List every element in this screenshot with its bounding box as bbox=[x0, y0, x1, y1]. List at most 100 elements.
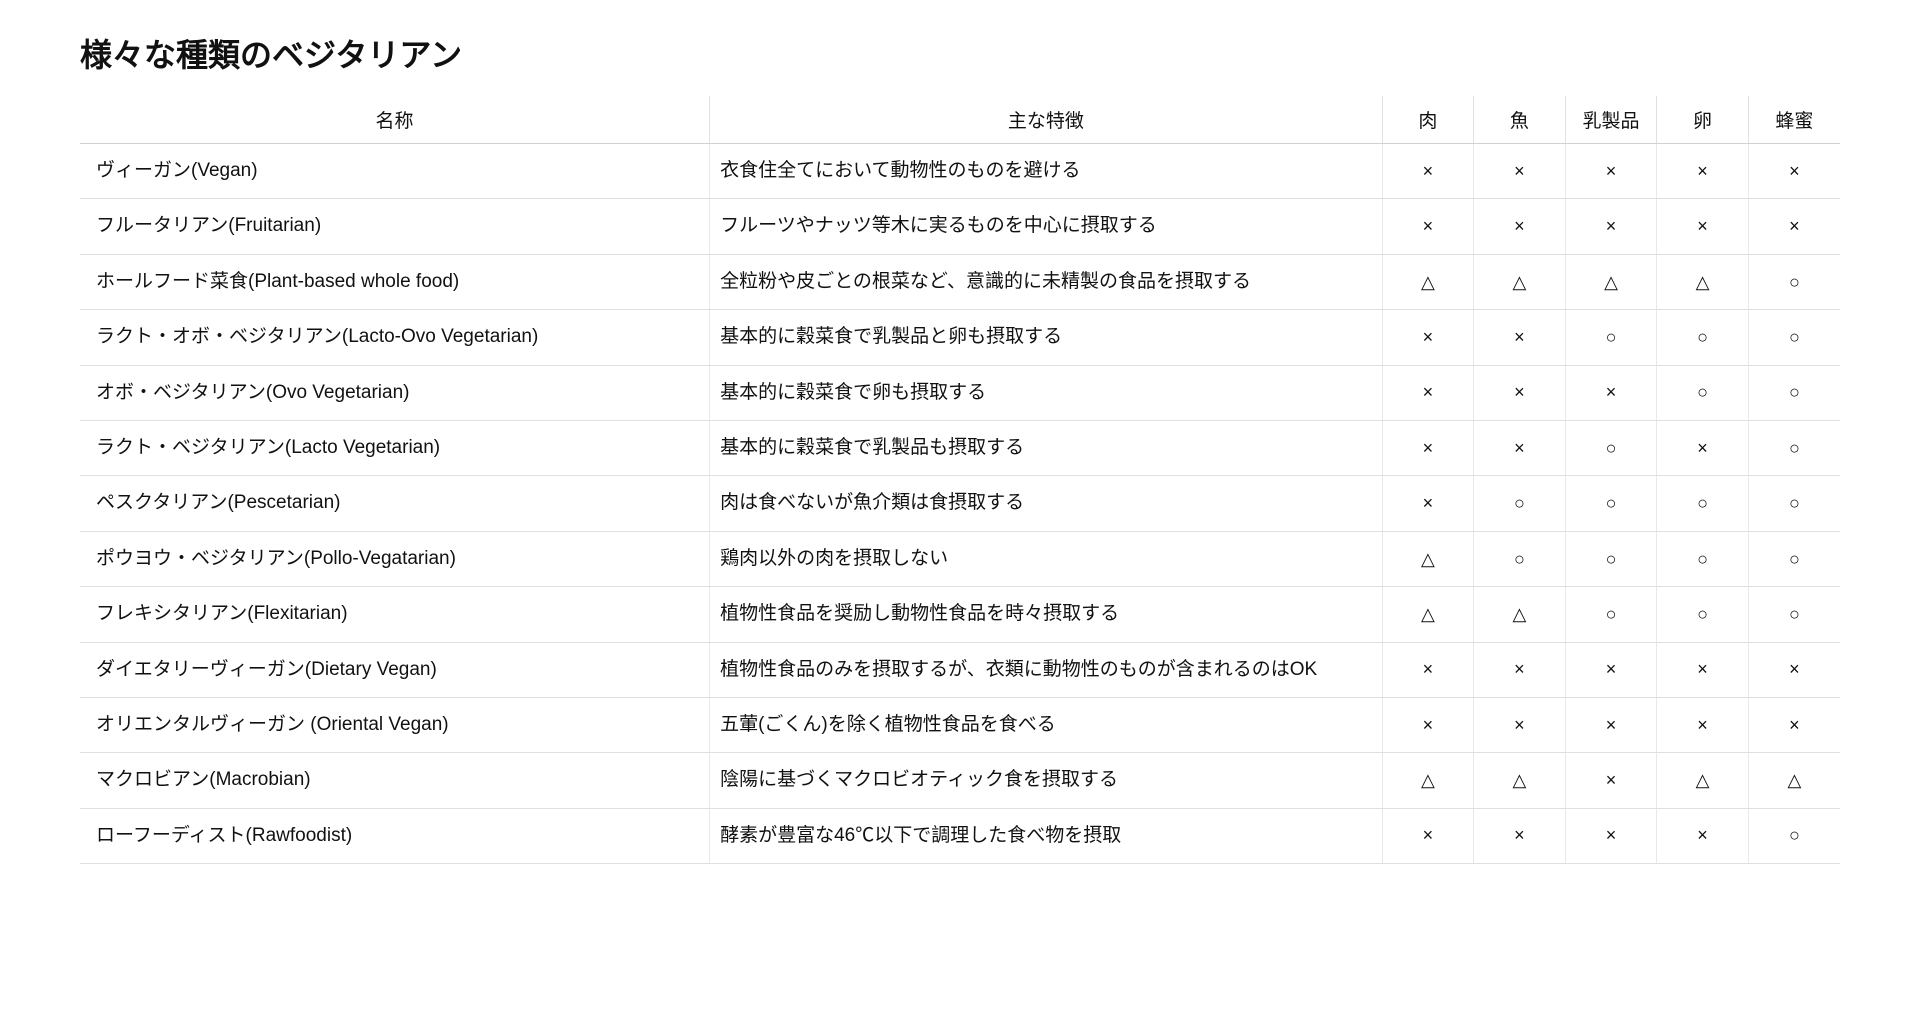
cell-mark: ○ bbox=[1565, 531, 1657, 586]
cell-mark: × bbox=[1474, 199, 1566, 254]
cell-mark: ○ bbox=[1474, 476, 1566, 531]
cell-mark: × bbox=[1382, 310, 1474, 365]
cell-mark: × bbox=[1382, 420, 1474, 475]
col-header-honey: 蜂蜜 bbox=[1748, 96, 1840, 144]
table-row: ポウヨウ・ベジタリアン(Pollo-Vegatarian)鶏肉以外の肉を摂取しな… bbox=[80, 531, 1840, 586]
table-row: オリエンタルヴィーガン (Oriental Vegan)五葷(ごくん)を除く植物… bbox=[80, 697, 1840, 752]
cell-mark: × bbox=[1382, 697, 1474, 752]
col-header-dairy: 乳製品 bbox=[1565, 96, 1657, 144]
cell-mark: △ bbox=[1474, 254, 1566, 309]
cell-mark: × bbox=[1657, 642, 1749, 697]
cell-mark: × bbox=[1748, 199, 1840, 254]
cell-mark: × bbox=[1474, 310, 1566, 365]
cell-mark: × bbox=[1382, 476, 1474, 531]
col-header-egg: 卵 bbox=[1657, 96, 1749, 144]
cell-name: オボ・ベジタリアン(Ovo Vegetarian) bbox=[80, 365, 710, 420]
cell-mark: ○ bbox=[1474, 531, 1566, 586]
cell-mark: ○ bbox=[1748, 587, 1840, 642]
cell-mark: × bbox=[1565, 697, 1657, 752]
cell-name: フレキシタリアン(Flexitarian) bbox=[80, 587, 710, 642]
cell-mark: △ bbox=[1748, 753, 1840, 808]
table-row: ダイエタリーヴィーガン(Dietary Vegan)植物性食品のみを摂取するが、… bbox=[80, 642, 1840, 697]
cell-desc: 植物性食品のみを摂取するが、衣類に動物性のものが含まれるのはOK bbox=[710, 642, 1383, 697]
cell-mark: △ bbox=[1565, 254, 1657, 309]
cell-desc: フルーツやナッツ等木に実るものを中心に摂取する bbox=[710, 199, 1383, 254]
cell-name: マクロビアン(Macrobian) bbox=[80, 753, 710, 808]
cell-mark: ○ bbox=[1657, 587, 1749, 642]
cell-mark: × bbox=[1657, 697, 1749, 752]
cell-desc: 鶏肉以外の肉を摂取しない bbox=[710, 531, 1383, 586]
table-row: マクロビアン(Macrobian)陰陽に基づくマクロビオティック食を摂取する△△… bbox=[80, 753, 1840, 808]
cell-mark: × bbox=[1565, 199, 1657, 254]
table-row: フレキシタリアン(Flexitarian)植物性食品を奨励し動物性食品を時々摂取… bbox=[80, 587, 1840, 642]
cell-mark: ○ bbox=[1565, 476, 1657, 531]
cell-mark: ○ bbox=[1748, 310, 1840, 365]
cell-mark: △ bbox=[1382, 531, 1474, 586]
cell-mark: ○ bbox=[1565, 420, 1657, 475]
cell-mark: × bbox=[1657, 144, 1749, 199]
cell-desc: 酵素が豊富な46℃以下で調理した食べ物を摂取 bbox=[710, 808, 1383, 863]
table-row: ペスクタリアン(Pescetarian)肉は食べないが魚介類は食摂取する×○○○… bbox=[80, 476, 1840, 531]
table-row: ホールフード菜食(Plant-based whole food)全粒粉や皮ごとの… bbox=[80, 254, 1840, 309]
cell-mark: × bbox=[1565, 365, 1657, 420]
table-row: ラクト・オボ・ベジタリアン(Lacto-Ovo Vegetarian)基本的に穀… bbox=[80, 310, 1840, 365]
cell-desc: 衣食住全てにおいて動物性のものを避ける bbox=[710, 144, 1383, 199]
cell-mark: × bbox=[1474, 144, 1566, 199]
cell-desc: 全粒粉や皮ごとの根菜など、意識的に未精製の食品を摂取する bbox=[710, 254, 1383, 309]
cell-mark: ○ bbox=[1657, 310, 1749, 365]
cell-name: フルータリアン(Fruitarian) bbox=[80, 199, 710, 254]
cell-name: ホールフード菜食(Plant-based whole food) bbox=[80, 254, 710, 309]
cell-desc: 植物性食品を奨励し動物性食品を時々摂取する bbox=[710, 587, 1383, 642]
cell-mark: × bbox=[1382, 144, 1474, 199]
cell-mark: × bbox=[1474, 420, 1566, 475]
cell-mark: ○ bbox=[1657, 531, 1749, 586]
cell-desc: 基本的に穀菜食で卵も摂取する bbox=[710, 365, 1383, 420]
cell-name: ローフーディスト(Rawfoodist) bbox=[80, 808, 710, 863]
table-row: フルータリアン(Fruitarian)フルーツやナッツ等木に実るものを中心に摂取… bbox=[80, 199, 1840, 254]
cell-desc: 五葷(ごくん)を除く植物性食品を食べる bbox=[710, 697, 1383, 752]
cell-mark: × bbox=[1565, 144, 1657, 199]
cell-mark: ○ bbox=[1748, 531, 1840, 586]
cell-mark: × bbox=[1657, 808, 1749, 863]
cell-desc: 基本的に穀菜食で乳製品も摂取する bbox=[710, 420, 1383, 475]
cell-name: オリエンタルヴィーガン (Oriental Vegan) bbox=[80, 697, 710, 752]
cell-mark: ○ bbox=[1657, 365, 1749, 420]
cell-mark: ○ bbox=[1748, 808, 1840, 863]
cell-mark: × bbox=[1474, 642, 1566, 697]
cell-mark: × bbox=[1474, 697, 1566, 752]
vegetarian-types-table: 名称 主な特徴 肉 魚 乳製品 卵 蜂蜜 ヴィーガン(Vegan)衣食住全てにお… bbox=[80, 96, 1840, 864]
cell-mark: × bbox=[1474, 808, 1566, 863]
cell-mark: × bbox=[1748, 697, 1840, 752]
cell-mark: △ bbox=[1474, 587, 1566, 642]
cell-mark: × bbox=[1474, 365, 1566, 420]
cell-mark: △ bbox=[1382, 254, 1474, 309]
cell-mark: × bbox=[1382, 365, 1474, 420]
cell-name: ペスクタリアン(Pescetarian) bbox=[80, 476, 710, 531]
cell-mark: ○ bbox=[1565, 310, 1657, 365]
cell-mark: × bbox=[1748, 144, 1840, 199]
cell-mark: △ bbox=[1657, 254, 1749, 309]
table-row: ヴィーガン(Vegan)衣食住全てにおいて動物性のものを避ける××××× bbox=[80, 144, 1840, 199]
table-header-row: 名称 主な特徴 肉 魚 乳製品 卵 蜂蜜 bbox=[80, 96, 1840, 144]
page-title: 様々な種類のベジタリアン bbox=[80, 30, 1840, 76]
cell-mark: △ bbox=[1382, 753, 1474, 808]
cell-mark: ○ bbox=[1748, 476, 1840, 531]
cell-mark: ○ bbox=[1565, 587, 1657, 642]
cell-mark: △ bbox=[1474, 753, 1566, 808]
cell-desc: 陰陽に基づくマクロビオティック食を摂取する bbox=[710, 753, 1383, 808]
cell-mark: × bbox=[1565, 808, 1657, 863]
cell-mark: △ bbox=[1657, 753, 1749, 808]
cell-name: ヴィーガン(Vegan) bbox=[80, 144, 710, 199]
cell-mark: △ bbox=[1382, 587, 1474, 642]
cell-name: ラクト・オボ・ベジタリアン(Lacto-Ovo Vegetarian) bbox=[80, 310, 710, 365]
cell-mark: ○ bbox=[1748, 420, 1840, 475]
table-row: ラクト・ベジタリアン(Lacto Vegetarian)基本的に穀菜食で乳製品も… bbox=[80, 420, 1840, 475]
cell-mark: × bbox=[1748, 642, 1840, 697]
cell-desc: 肉は食べないが魚介類は食摂取する bbox=[710, 476, 1383, 531]
cell-name: ポウヨウ・ベジタリアン(Pollo-Vegatarian) bbox=[80, 531, 710, 586]
cell-mark: × bbox=[1382, 642, 1474, 697]
cell-name: ダイエタリーヴィーガン(Dietary Vegan) bbox=[80, 642, 710, 697]
cell-mark: × bbox=[1565, 753, 1657, 808]
col-header-desc: 主な特徴 bbox=[710, 96, 1383, 144]
cell-mark: ○ bbox=[1748, 254, 1840, 309]
